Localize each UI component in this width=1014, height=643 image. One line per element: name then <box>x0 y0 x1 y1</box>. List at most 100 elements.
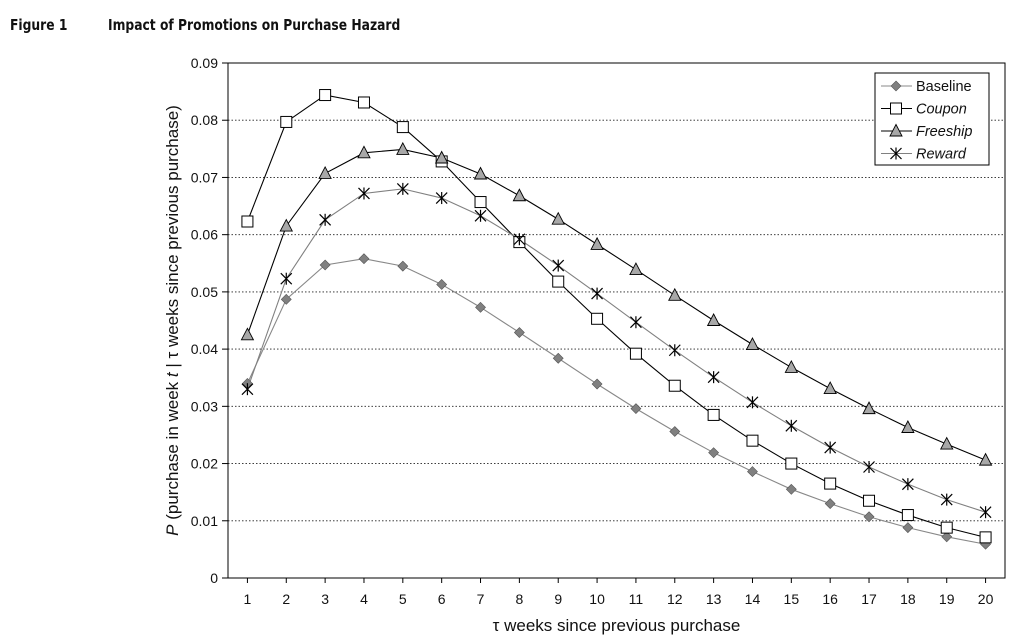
point-freeship <box>784 359 799 373</box>
legend-label-coupon: Coupon <box>916 102 967 118</box>
chart-title: Impact of Promotions on Purchase Hazard <box>108 16 401 34</box>
point-baseline <box>785 483 797 495</box>
x-tick-label: 2 <box>282 591 290 607</box>
point-reward <box>280 272 293 285</box>
point-reward <box>707 371 720 384</box>
point-coupon <box>241 215 254 228</box>
y-axis-title: P (purchase in week t | τ weeks since pr… <box>163 105 182 536</box>
gridlines <box>228 119 1005 522</box>
point-reward <box>552 259 565 272</box>
series-line-coupon <box>246 94 986 538</box>
point-coupon <box>707 408 720 421</box>
y-tick-label: 0.02 <box>191 456 218 472</box>
x-tick-label: 5 <box>399 591 407 607</box>
point-freeship <box>862 401 876 415</box>
point-freeship <box>551 211 565 225</box>
legend-label-freeship: Freeship <box>916 124 972 140</box>
point-freeship <box>823 381 837 395</box>
legend-marker-freeship <box>889 123 903 137</box>
point-coupon <box>357 96 370 109</box>
x-tick-label: 6 <box>438 591 446 607</box>
point-coupon <box>901 509 914 522</box>
point-baseline <box>630 403 642 415</box>
point-reward <box>863 460 875 473</box>
point-coupon <box>552 275 565 288</box>
point-baseline <box>941 531 953 543</box>
y-tick-label: 0.03 <box>191 398 218 414</box>
y-tick-label: 0.04 <box>191 341 218 357</box>
y-tick-label: 0 <box>210 570 218 586</box>
point-baseline <box>397 260 409 272</box>
x-tick-label: 9 <box>554 591 562 607</box>
point-coupon <box>863 494 876 507</box>
point-baseline <box>319 259 331 271</box>
legend-marker-baseline <box>890 80 902 92</box>
point-reward <box>474 209 487 222</box>
point-freeship <box>745 337 760 350</box>
point-freeship <box>706 313 721 326</box>
point-freeship <box>318 165 332 179</box>
point-freeship <box>978 452 993 466</box>
x-tick-label: 12 <box>667 591 683 607</box>
series-line-reward <box>246 188 986 513</box>
point-reward <box>901 478 914 491</box>
axes: 00.010.020.030.040.050.060.070.080.091 2 3… <box>191 55 1006 607</box>
point-reward <box>396 182 409 195</box>
point-coupon <box>396 121 409 134</box>
point-baseline <box>747 466 758 477</box>
point-coupon <box>591 312 604 325</box>
figure-label: Figure 1 <box>10 16 68 34</box>
point-freeship <box>473 166 488 180</box>
point-freeship <box>240 327 255 341</box>
series-line-freeship <box>246 148 986 461</box>
y-tick-label: 0.06 <box>191 227 218 243</box>
legend-marker-reward <box>890 147 902 160</box>
point-baseline <box>902 522 914 534</box>
x-tick-label: 15 <box>784 591 800 607</box>
point-coupon <box>474 196 487 209</box>
x-tick-label: 14 <box>745 591 761 607</box>
point-coupon <box>940 521 953 534</box>
point-baseline <box>475 301 486 313</box>
point-reward <box>358 187 370 200</box>
point-freeship <box>629 262 643 276</box>
point-freeship <box>434 150 449 164</box>
point-reward <box>630 316 642 329</box>
x-tick-label: 18 <box>900 591 916 607</box>
x-tick-label: 10 <box>589 591 605 607</box>
point-reward <box>746 396 759 409</box>
x-tick-label: 13 <box>706 591 722 607</box>
point-baseline <box>591 378 603 390</box>
point-coupon <box>979 531 992 544</box>
y-tick-label: 0.09 <box>191 55 218 71</box>
point-freeship <box>396 141 410 155</box>
point-coupon <box>319 89 332 102</box>
point-coupon <box>785 457 798 470</box>
point-baseline <box>708 447 720 459</box>
x-tick-label: 1 <box>244 591 252 607</box>
point-baseline <box>358 253 370 265</box>
point-coupon <box>824 477 837 490</box>
y-tick-label: 0.08 <box>191 112 218 128</box>
x-axis-title: τ weeks since previous purchase <box>493 616 741 635</box>
point-reward <box>824 441 837 454</box>
point-freeship <box>279 218 294 232</box>
point-coupon <box>280 115 293 128</box>
point-freeship <box>668 287 682 301</box>
point-coupon <box>746 434 759 447</box>
point-reward <box>668 344 681 357</box>
x-tick-label: 19 <box>939 591 955 607</box>
point-reward <box>513 233 526 246</box>
x-tick-label: 20 <box>978 591 994 607</box>
y-tick-label: 0.05 <box>191 284 218 300</box>
point-freeship <box>590 236 604 250</box>
x-tick-label: 3 <box>321 591 329 607</box>
point-reward <box>435 192 448 205</box>
point-reward <box>785 419 798 432</box>
point-baseline <box>824 498 836 510</box>
legend-label-reward: Reward <box>916 147 967 163</box>
point-baseline <box>280 293 292 305</box>
point-reward <box>979 506 992 519</box>
point-baseline <box>863 511 875 523</box>
